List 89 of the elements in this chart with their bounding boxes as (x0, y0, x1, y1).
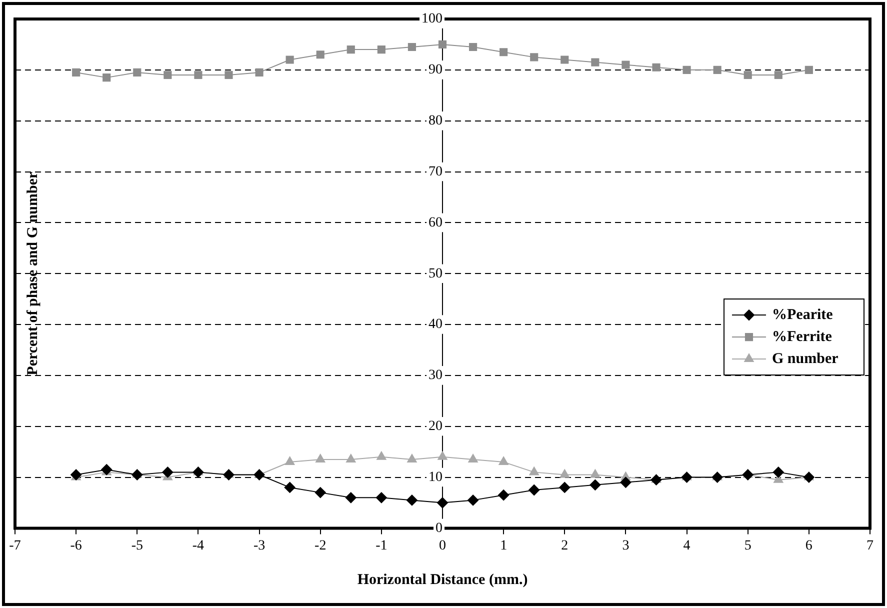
point (377, 46, 386, 54)
y-tick-label: 80 (428, 114, 442, 129)
point (316, 50, 324, 59)
point (438, 40, 447, 48)
point (650, 474, 662, 486)
point (224, 70, 233, 80)
point (132, 469, 143, 480)
point (316, 454, 326, 462)
legend-label: %Ferrite (772, 328, 832, 345)
x-tick-label: 1 (500, 538, 508, 554)
x-tick-label: -1 (376, 538, 388, 554)
y-tick-label: 30 (428, 368, 442, 384)
point (469, 42, 478, 52)
point (194, 70, 202, 80)
y-tick-label: 10 (428, 470, 442, 485)
point (591, 58, 600, 66)
x-tick-label: -7 (9, 538, 21, 554)
point (406, 494, 418, 506)
x-tick-label: -3 (253, 538, 266, 554)
point (437, 497, 448, 508)
point (560, 469, 570, 478)
point (255, 68, 264, 76)
point (560, 56, 569, 64)
point (286, 56, 294, 64)
x-tick-label: -6 (70, 538, 82, 554)
point (590, 479, 601, 490)
point (682, 66, 691, 74)
y-tick-label: 0 (436, 520, 442, 536)
x-tick-label: 6 (805, 538, 812, 554)
point (102, 74, 111, 82)
point (590, 469, 600, 478)
point (407, 454, 417, 462)
x-tick-label: 5 (744, 538, 752, 554)
point (438, 451, 448, 460)
point (498, 456, 508, 466)
legend-label: G number (772, 350, 839, 367)
point (468, 494, 479, 506)
point (652, 63, 660, 72)
point (314, 487, 326, 498)
point (713, 66, 722, 74)
y-axis-title: Percent of phase and G number (24, 172, 41, 376)
point (254, 469, 265, 480)
point (530, 53, 538, 62)
x-tick-label: 3 (622, 538, 630, 554)
point (528, 484, 540, 496)
point (774, 70, 782, 80)
point (744, 70, 752, 80)
point (133, 68, 142, 76)
x-tick-label: 7 (866, 538, 874, 554)
y-tick-label: 20 (428, 419, 442, 434)
point (162, 466, 174, 478)
y-tick-label: 70 (428, 164, 442, 180)
point (804, 66, 813, 74)
x-tick-label: -5 (131, 538, 143, 554)
point (345, 492, 356, 504)
point (559, 482, 570, 493)
point (408, 42, 416, 52)
y-tick-label: 90 (428, 62, 442, 78)
x-tick-label: 2 (561, 538, 568, 554)
point (284, 482, 296, 493)
legend-label: %Pearite (772, 306, 834, 323)
point (742, 469, 754, 480)
point (223, 469, 234, 480)
point (622, 60, 630, 69)
point (712, 472, 723, 483)
point (376, 451, 386, 460)
y-tick-label: 60 (428, 215, 442, 230)
point (803, 472, 814, 483)
point (498, 490, 510, 501)
point (468, 454, 478, 462)
x-axis-title: Horizontal Distance (mm.) (357, 572, 528, 588)
point (681, 472, 692, 483)
point (192, 466, 204, 478)
x-tick-label: -2 (314, 538, 326, 554)
point (376, 492, 387, 504)
y-tick-label: 50 (428, 266, 442, 282)
point (164, 70, 172, 80)
point (620, 476, 632, 488)
point (772, 466, 784, 478)
y-tick-label: 40 (428, 317, 442, 332)
x-tick-label: -4 (192, 538, 204, 554)
point (72, 68, 80, 76)
point (346, 46, 355, 54)
point (284, 456, 295, 466)
point (346, 454, 356, 462)
x-tick-label: 4 (683, 538, 690, 554)
point (500, 48, 508, 56)
y-tick-label: 100 (422, 12, 442, 27)
point (529, 466, 539, 476)
